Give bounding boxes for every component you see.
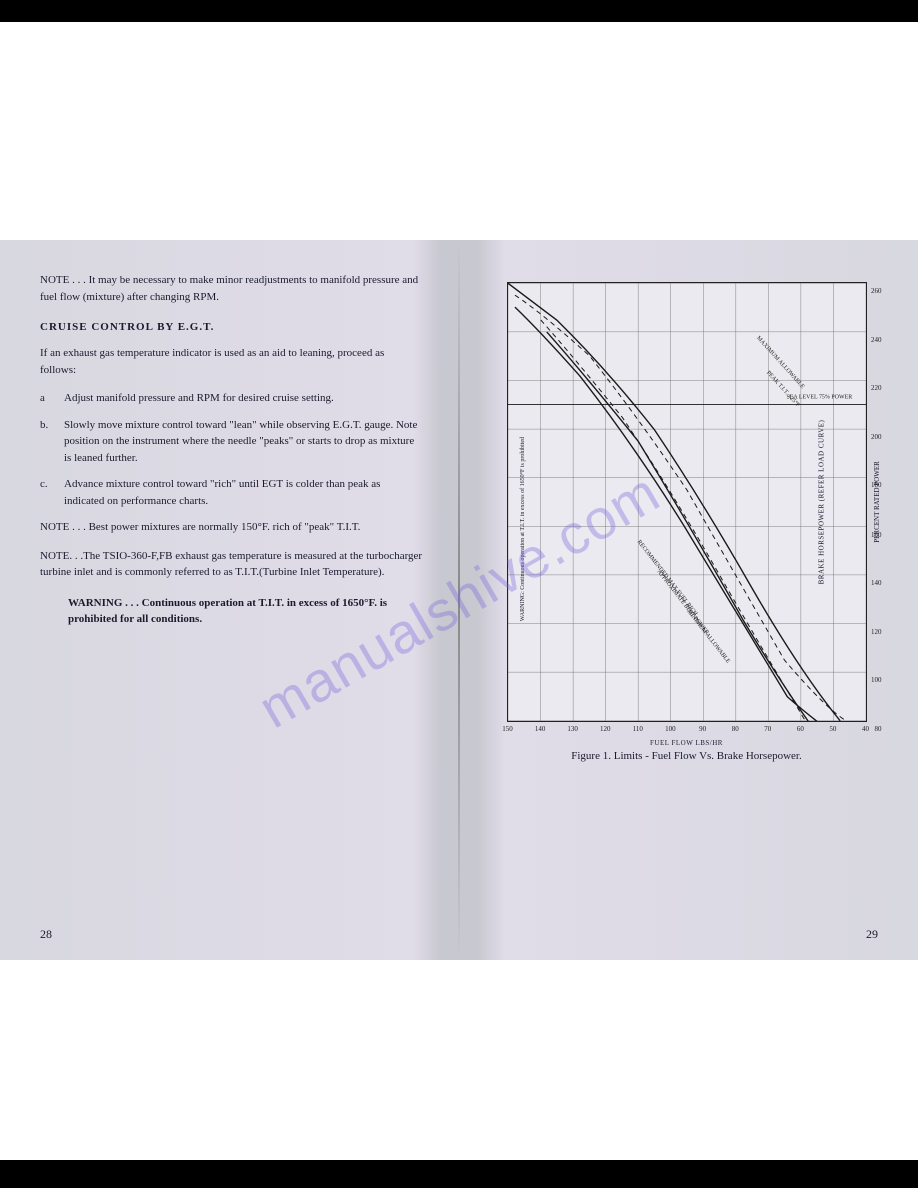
x-tick: 120 <box>600 725 611 733</box>
y-tick: 260 <box>871 287 882 295</box>
list-text: Adjust manifold pressure and RPM for des… <box>64 390 334 407</box>
section-heading: CRUISE CONTROL BY E.G.T. <box>40 321 423 333</box>
x-axis-title: FUEL FLOW LBS/HR <box>650 739 723 747</box>
page-number: 29 <box>866 927 878 942</box>
y-axis-title-2: PERCENT RATED POWER <box>873 461 881 543</box>
curve-label: MINIMUM ALLOWABLE <box>685 609 731 665</box>
x-tick: 70 <box>764 725 771 733</box>
chart-svg: MAXIMUM ALLOWABLE PEAK T.I.T. +25°F RECO… <box>508 283 866 721</box>
x-tick: 110 <box>633 725 643 733</box>
page-bottom-border <box>0 1160 918 1188</box>
x-tick: 50 <box>829 725 836 733</box>
chart-warning: WARNING: Continuous operation at T.I.T. … <box>520 437 527 621</box>
y-tick: 80 <box>875 725 882 733</box>
list-marker: c. <box>40 476 64 509</box>
intro-text: If an exhaust gas temperature indicator … <box>40 345 423 378</box>
chart-curves <box>508 283 866 721</box>
y-tick: 200 <box>871 433 882 441</box>
book-spread: NOTE . . . It may be necessary to make m… <box>0 240 918 960</box>
figure-caption: Figure 1. Limits - Fuel Flow Vs. Brake H… <box>495 750 878 762</box>
list-marker: b. <box>40 417 64 467</box>
list-text: Slowly move mixture control toward "lean… <box>64 417 423 467</box>
list-item: b. Slowly move mixture control toward "l… <box>40 417 423 467</box>
note-text: NOTE. . .The TSIO-360-F,FB exhaust gas t… <box>40 548 423 581</box>
y-tick: 100 <box>871 676 882 684</box>
x-tick: 60 <box>797 725 804 733</box>
right-page: MAXIMUM ALLOWABLE PEAK T.I.T. +25°F RECO… <box>459 240 918 960</box>
list-item: c. Advance mixture control toward "rich"… <box>40 476 423 509</box>
x-tick: 90 <box>699 725 706 733</box>
list-text: Advance mixture control toward "rich" un… <box>64 476 423 509</box>
x-tick: 130 <box>567 725 578 733</box>
x-tick: 100 <box>665 725 676 733</box>
y-tick: 220 <box>871 384 882 392</box>
page-number: 28 <box>40 927 52 942</box>
x-tick: 150 <box>502 725 513 733</box>
y-tick: 120 <box>871 628 882 636</box>
list-marker: a <box>40 390 64 407</box>
page-top-border <box>0 0 918 22</box>
note-text: NOTE . . . It may be necessary to make m… <box>40 272 423 305</box>
y-axis-title: BRAKE HORSEPOWER (REFER LOAD CURVE) <box>817 420 825 585</box>
note-text: NOTE . . . Best power mixtures are norma… <box>40 519 423 536</box>
list-item: a Adjust manifold pressure and RPM for d… <box>40 390 423 407</box>
curve-rec-max-rich <box>514 307 845 721</box>
chart: MAXIMUM ALLOWABLE PEAK T.I.T. +25°F RECO… <box>507 282 867 722</box>
warning-text: WARNING . . . Continuous operation at T.… <box>68 595 423 628</box>
x-tick: 80 <box>732 725 739 733</box>
curve-label: SEA LEVEL 75% POWER <box>786 395 852 401</box>
x-tick: 140 <box>535 725 546 733</box>
x-tick: 40 <box>862 725 869 733</box>
y-tick: 140 <box>871 579 882 587</box>
left-page: NOTE . . . It may be necessary to make m… <box>0 240 459 960</box>
y-tick: 240 <box>871 336 882 344</box>
